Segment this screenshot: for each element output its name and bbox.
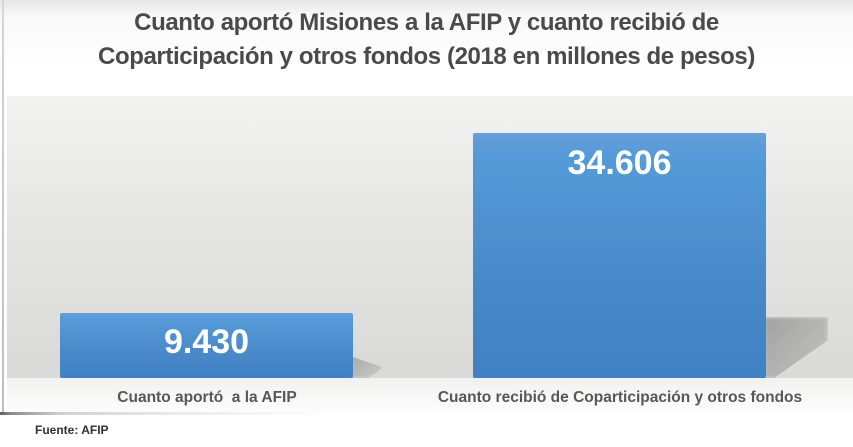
bar-value-label-aporto: 9.430 — [163, 323, 250, 361]
bar-aporto-afip: 9.430 — [60, 313, 353, 378]
chart-title: Cuanto aportó Misiones a la AFIP y cuant… — [0, 6, 853, 74]
bar-value-label-recibido: 34.606 — [567, 144, 672, 182]
axis-strip — [7, 378, 853, 413]
chart-title-line-1: Cuanto aportó Misiones a la AFIP y cuant… — [134, 9, 719, 36]
chart-left-border — [2, 0, 4, 414]
chart-title-line-2: Coparticipación y otros fondos (2018 en … — [98, 43, 755, 70]
category-label-aporto: Cuanto aportó a la AFIP — [117, 389, 297, 406]
category-label-recibido: Cuanto recibió de Coparticipación y otro… — [437, 389, 803, 406]
chart-bottom-border — [0, 412, 330, 415]
bar-recibido-coparticipacion: 34.606 — [473, 133, 766, 378]
source-note: Fuente: AFIP — [35, 423, 109, 437]
